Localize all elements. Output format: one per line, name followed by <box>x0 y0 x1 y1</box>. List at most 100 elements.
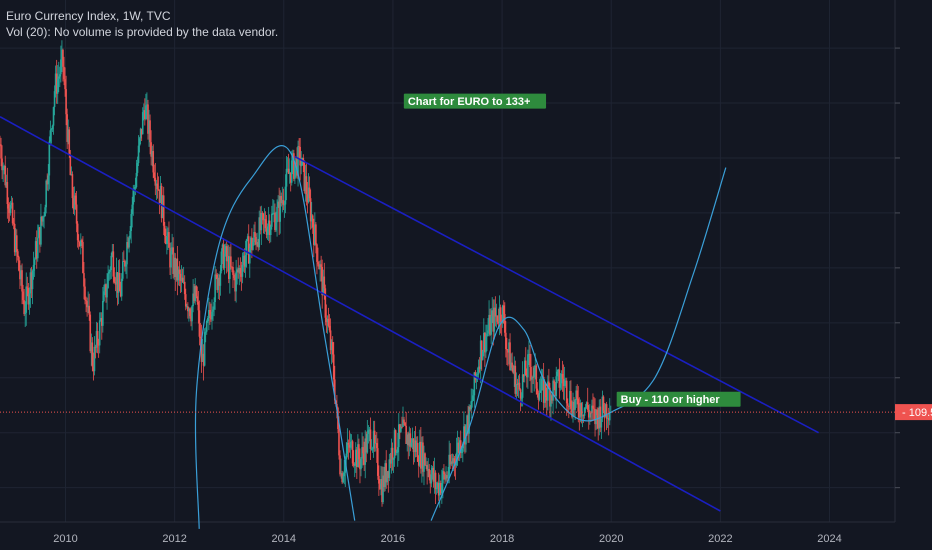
channel-line[interactable] <box>294 155 819 434</box>
candle <box>162 186 165 235</box>
candle <box>196 286 199 305</box>
candle <box>241 252 244 284</box>
candle <box>106 273 108 310</box>
candle <box>5 174 8 188</box>
candle <box>294 164 296 184</box>
candle <box>435 482 438 495</box>
candle <box>342 471 344 484</box>
candle <box>530 353 532 393</box>
candle <box>67 119 70 145</box>
candle <box>227 245 230 284</box>
candle <box>521 361 524 407</box>
candle <box>483 318 485 357</box>
candle <box>365 431 368 463</box>
candle <box>523 357 526 383</box>
candle <box>473 371 476 408</box>
candle <box>25 272 28 326</box>
candle <box>353 462 356 478</box>
candle <box>363 441 365 471</box>
candle <box>63 56 65 86</box>
candle <box>163 221 166 244</box>
x-tick-label: 2018 <box>490 533 514 545</box>
candle <box>535 364 538 395</box>
candle <box>175 258 178 282</box>
candle <box>306 181 309 214</box>
candle <box>51 124 54 133</box>
candle <box>259 206 262 235</box>
candle <box>308 176 311 202</box>
curve-right-arc[interactable] <box>430 167 727 521</box>
candle <box>98 312 101 354</box>
candle <box>506 337 508 365</box>
curve-left-arc[interactable] <box>194 145 356 529</box>
candle <box>172 237 174 279</box>
candle <box>267 206 270 242</box>
channel-line[interactable] <box>0 116 721 512</box>
candle <box>505 321 507 358</box>
candle <box>396 432 399 467</box>
candle <box>6 167 9 219</box>
candle <box>328 314 331 333</box>
candle <box>50 128 53 144</box>
candle <box>99 312 102 322</box>
candle <box>400 423 402 433</box>
candle <box>356 446 358 479</box>
candle <box>225 239 228 274</box>
candle <box>86 297 88 317</box>
candle <box>456 430 459 466</box>
candle <box>245 238 248 268</box>
candle <box>360 456 362 477</box>
candle <box>140 128 143 142</box>
candle <box>315 222 317 254</box>
candle <box>495 303 498 328</box>
candle <box>240 261 243 291</box>
annotation-label[interactable]: Chart for EURO to 133+ <box>403 93 547 109</box>
annotation-label[interactable]: Buy - 110 or higher <box>616 391 741 407</box>
candle <box>186 303 188 309</box>
candle <box>434 470 437 505</box>
candle <box>399 423 401 440</box>
candle <box>183 275 186 300</box>
candle <box>28 287 31 315</box>
candle <box>214 266 216 310</box>
candle <box>578 397 581 431</box>
candle <box>78 241 81 247</box>
candle <box>70 166 73 176</box>
candle <box>382 466 384 505</box>
candle <box>417 455 420 478</box>
candle <box>392 457 395 474</box>
candle <box>340 458 342 479</box>
candle <box>198 300 201 346</box>
candle <box>24 301 26 328</box>
candle <box>438 474 441 508</box>
candle <box>12 218 15 230</box>
candle <box>72 186 75 214</box>
candle <box>484 331 486 367</box>
candle <box>527 349 529 389</box>
candle <box>533 365 535 392</box>
candle <box>265 214 268 239</box>
candle <box>41 215 43 226</box>
candle <box>374 434 377 452</box>
candle <box>201 339 204 362</box>
candle <box>68 126 71 158</box>
candle <box>496 315 499 325</box>
candle <box>603 402 606 432</box>
candle <box>522 374 525 383</box>
candle <box>219 265 222 296</box>
grid <box>0 0 895 522</box>
candle <box>364 430 367 479</box>
candle <box>248 243 251 278</box>
candle <box>119 281 122 298</box>
candle <box>518 373 521 391</box>
candle <box>410 438 413 448</box>
candle <box>582 414 585 423</box>
candle <box>602 395 605 414</box>
candle <box>62 48 64 82</box>
candle <box>441 469 443 504</box>
candle <box>511 352 513 372</box>
candle <box>276 199 278 237</box>
candle <box>516 378 519 397</box>
candle <box>349 433 352 459</box>
